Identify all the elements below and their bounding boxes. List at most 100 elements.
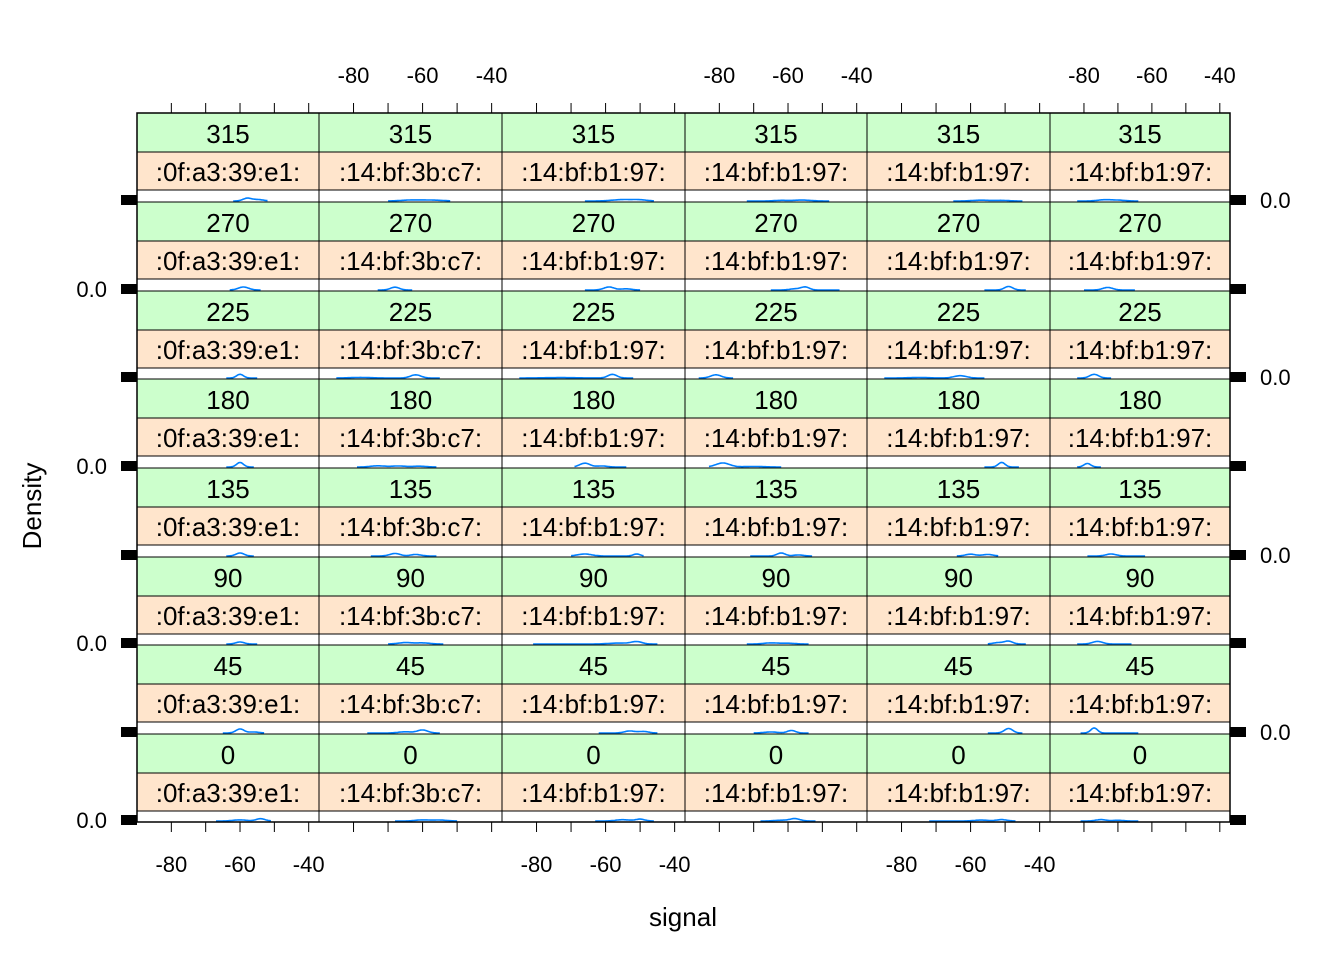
density-curve	[222, 728, 265, 734]
strip-mac	[866, 151, 1051, 191]
strip-angle	[318, 644, 503, 685]
strip-mac-label: :14:bf:b1:97:	[886, 157, 1031, 187]
strip-angle	[684, 290, 868, 331]
strip-angle	[501, 733, 686, 774]
density-curve	[698, 374, 734, 379]
strip-mac	[1049, 595, 1231, 635]
y-tick-right	[1230, 550, 1246, 560]
density-curve	[1077, 198, 1139, 202]
density-curve	[1080, 727, 1139, 734]
strip-mac-label: :14:bf:b1:97:	[521, 778, 666, 808]
panel: 270:14:bf:b1:97:	[684, 201, 868, 292]
strip-angle-label: 0	[1133, 740, 1147, 770]
density-curve	[571, 553, 644, 557]
strip-mac	[501, 595, 686, 635]
strip-angle-label: 45	[214, 651, 243, 681]
panel: 45:14:bf:3b:c7:	[318, 644, 503, 735]
strip-angle-label: 135	[1118, 474, 1161, 504]
strip-mac-label: :14:bf:b1:97:	[704, 335, 849, 365]
strip-angle-label: 90	[214, 563, 243, 593]
x-tick-label-top: -40	[841, 63, 873, 88]
x-tick-label-bottom: -80	[886, 852, 918, 877]
strip-mac	[136, 772, 320, 812]
plot-region	[501, 810, 686, 823]
strip-angle	[866, 112, 1051, 153]
strip-mac	[1049, 151, 1231, 191]
strip-angle	[501, 467, 686, 508]
panel: 135:14:bf:b1:97:	[866, 467, 1051, 558]
density-curve	[1087, 553, 1146, 557]
strip-angle	[136, 556, 320, 597]
x-tick-label-bottom: -40	[659, 852, 691, 877]
strip-mac	[136, 683, 320, 723]
y-tick-left	[121, 372, 137, 382]
strip-angle	[1049, 290, 1231, 331]
strip-angle-label: 225	[572, 297, 615, 327]
panel: 225:14:bf:b1:97:	[501, 290, 686, 380]
panel: 90 :0f:a3:39:e1:	[136, 556, 320, 646]
panel: 180:14:bf:b1:97:	[1049, 378, 1231, 469]
strip-mac-label: :0f:a3:39:e1:	[156, 601, 301, 631]
strip-mac	[1049, 506, 1231, 546]
strip-mac	[501, 240, 686, 280]
panel: 45:0f:a3:39:e1:	[136, 644, 320, 735]
y-tick-label-left: 0.0	[76, 808, 107, 833]
strip-angle	[684, 467, 868, 508]
strip-angle	[866, 378, 1051, 419]
density-curve	[574, 462, 627, 468]
strip-angle	[501, 644, 686, 685]
plot-region	[1049, 721, 1231, 735]
y-tick-left	[121, 284, 137, 294]
x-tick-label-bottom: -60	[955, 852, 987, 877]
strip-angle	[318, 290, 503, 331]
y-tick-right	[1230, 195, 1246, 205]
strip-mac-label: :14:bf:b1:97:	[886, 246, 1031, 276]
strip-angle-label: 90	[579, 563, 608, 593]
panel: 0:14:bf:b1:97:	[1049, 733, 1231, 823]
panel: 270:0f:a3:39:e1:	[136, 201, 320, 292]
y-tick-left	[121, 727, 137, 737]
y-tick-label-right: 0.0	[1260, 365, 1291, 390]
density-curve	[984, 461, 1019, 468]
density-curve	[770, 285, 840, 291]
panel: 90 :14:bf:b1:97:	[866, 556, 1051, 646]
strip-mac	[136, 595, 320, 635]
density-curve	[884, 374, 985, 379]
density-curve	[1080, 818, 1139, 822]
strip-mac-label: :14:bf:b1:97:	[1068, 512, 1213, 542]
y-tick-right	[1230, 815, 1246, 825]
strip-angle-label: 315	[754, 119, 797, 149]
density-curve	[388, 199, 451, 202]
density-curve	[929, 818, 1016, 822]
strip-mac-label: :14:bf:b1:97:	[886, 689, 1031, 719]
panel: 270:14:bf:3b:c7:	[318, 201, 503, 292]
strip-angle-label: 90	[944, 563, 973, 593]
plot-region	[866, 721, 1051, 735]
strip-mac	[501, 772, 686, 812]
strip-mac	[136, 151, 320, 191]
density-curve	[1077, 640, 1132, 645]
strip-mac-label: :14:bf:b1:97:	[521, 512, 666, 542]
x-tick-label-bottom: -80	[155, 852, 187, 877]
strip-angle	[1049, 378, 1231, 419]
panel: 225:14:bf:b1:97:	[1049, 290, 1231, 380]
density-curve	[987, 640, 1026, 645]
panel: 225:14:bf:3b:c7:	[318, 290, 503, 380]
x-tick-label-top: -40	[476, 63, 508, 88]
strip-mac-label: :14:bf:3b:c7:	[339, 246, 482, 276]
strip-angle-label: 90	[1126, 563, 1155, 593]
strip-mac-label: :14:bf:b1:97:	[886, 601, 1031, 631]
strip-angle-label: 0	[403, 740, 417, 770]
panel: 45:14:bf:b1:97:	[866, 644, 1051, 735]
strip-mac-label: :14:bf:3b:c7:	[339, 512, 482, 542]
strip-angle	[136, 112, 320, 153]
strip-angle	[684, 201, 868, 242]
strip-angle	[1049, 112, 1231, 153]
strip-angle-label: 0	[586, 740, 600, 770]
strip-mac-label: :14:bf:b1:97:	[704, 601, 849, 631]
x-axis-title: signal	[649, 902, 717, 932]
strip-angle	[318, 733, 503, 774]
density-curve	[229, 286, 261, 291]
x-tick-label-top: -60	[407, 63, 439, 88]
panel: 0:14:bf:b1:97:	[684, 733, 868, 823]
